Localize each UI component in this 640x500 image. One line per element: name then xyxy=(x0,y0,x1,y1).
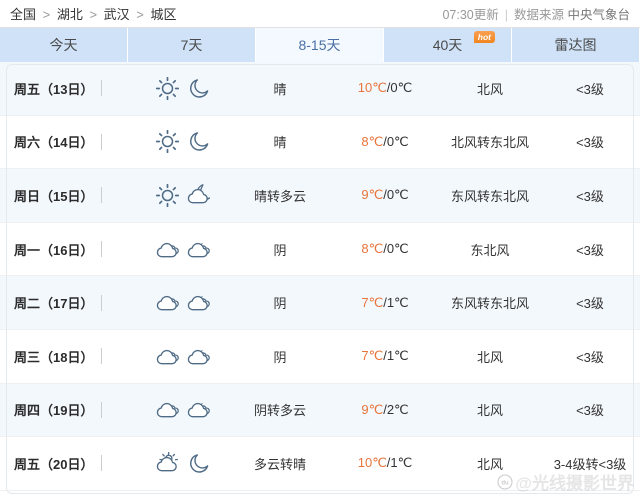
svg-text:du: du xyxy=(502,480,510,486)
